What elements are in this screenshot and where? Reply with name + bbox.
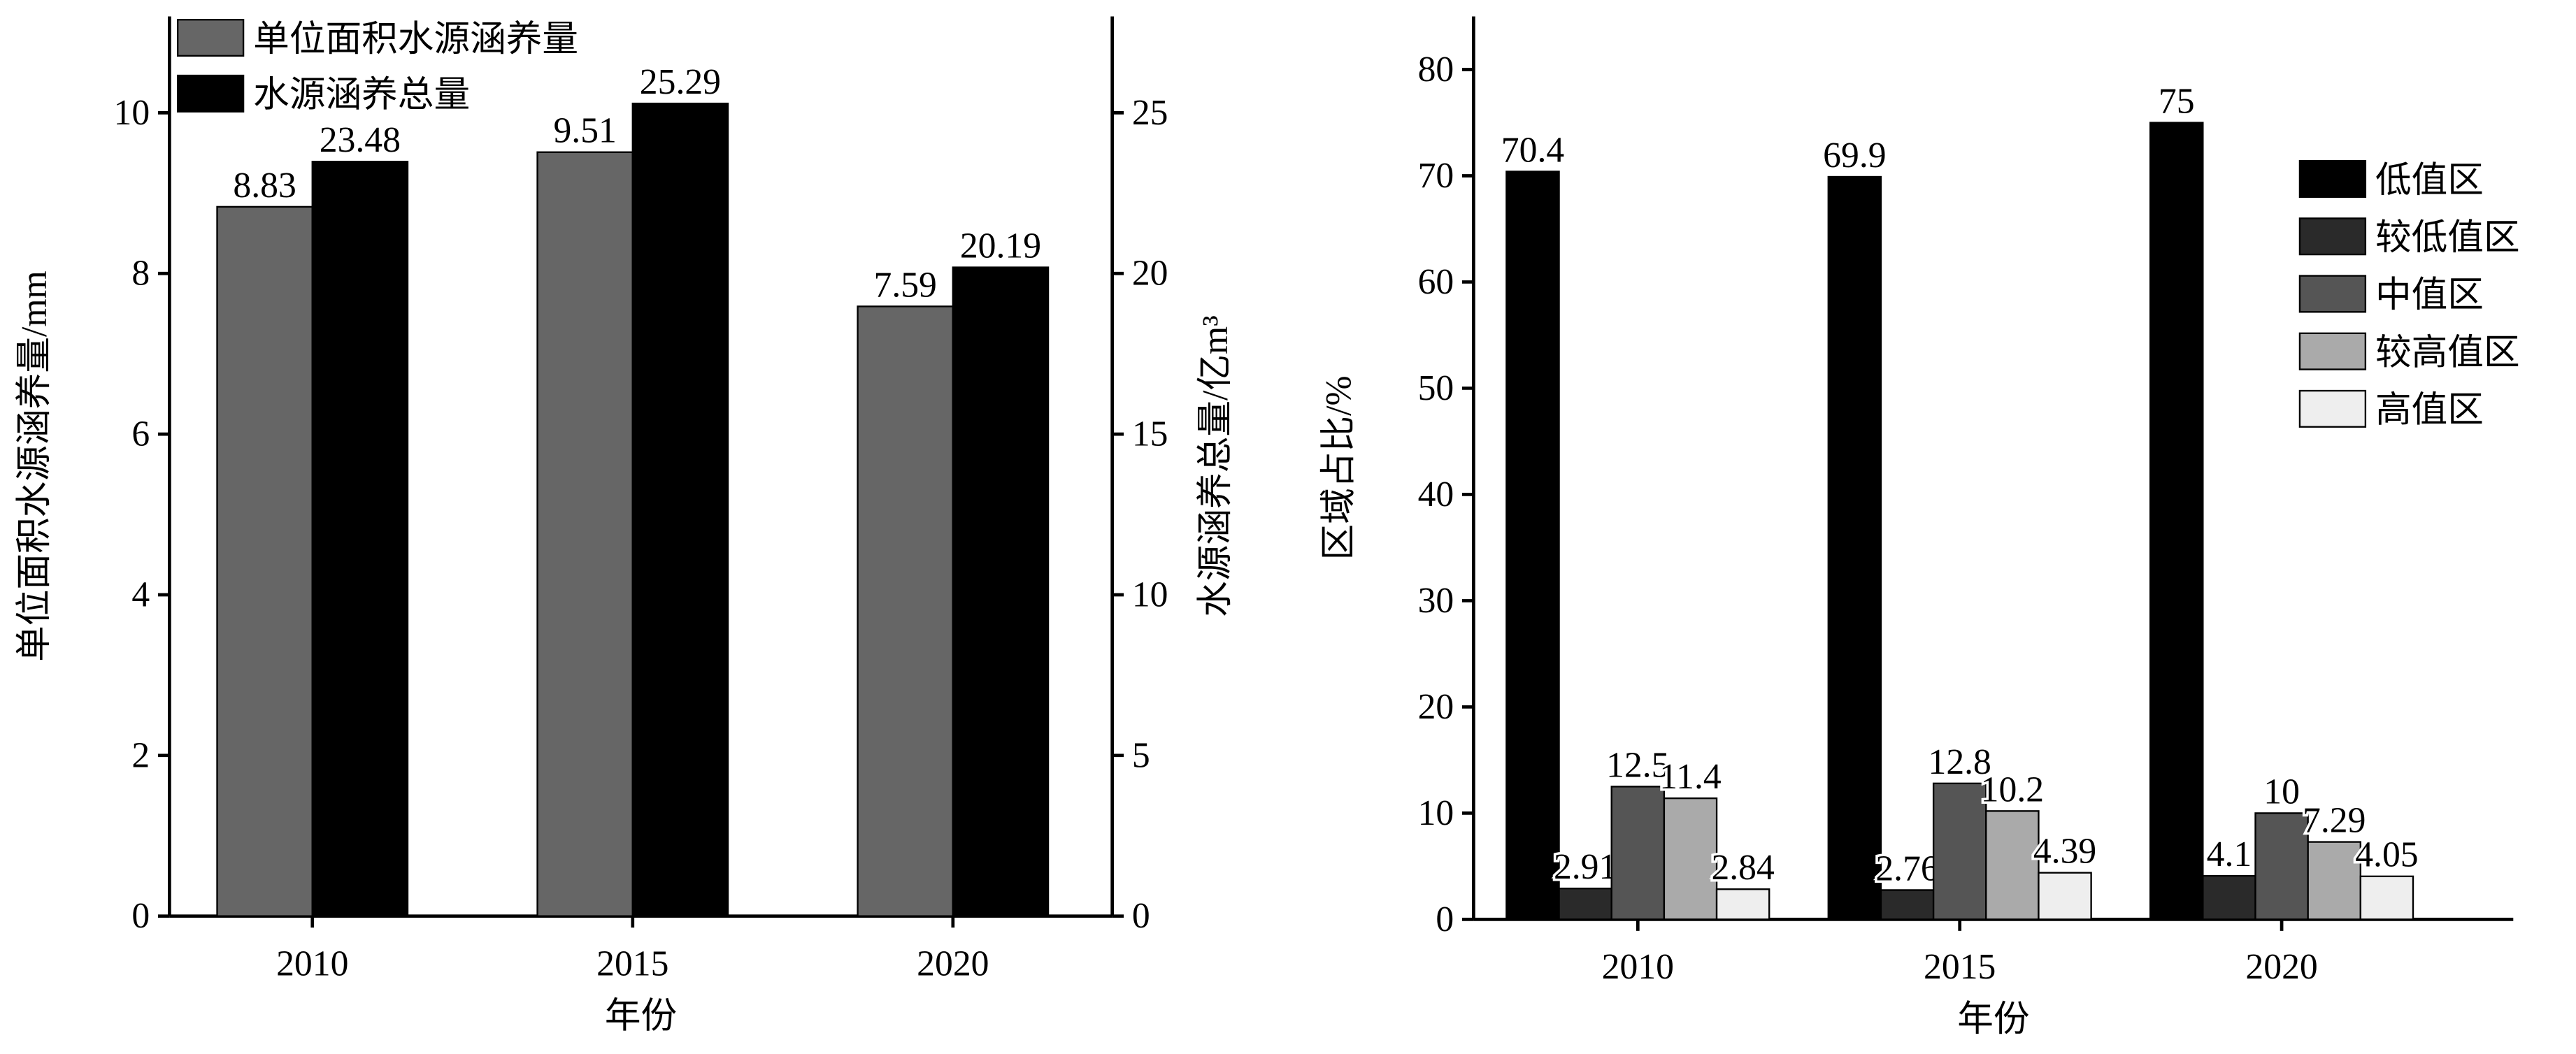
value-label: 2.76 (1875, 849, 1938, 888)
bar (2254, 812, 2309, 921)
x-axis-label: 年份 (1957, 999, 2029, 1039)
bar (1827, 175, 1882, 921)
y-tick-label: 2 (131, 735, 150, 775)
y-tick-label: 40 (1418, 475, 1454, 514)
legend-label: 低值区 (2375, 161, 2484, 201)
bar (631, 102, 729, 917)
bar (311, 161, 409, 917)
y-tick-label: 30 (1418, 581, 1454, 621)
bar (1715, 888, 1770, 921)
value-label: 69.9 (1823, 136, 1886, 175)
value-label: 4.39 (2033, 832, 2096, 872)
bar (1663, 797, 1718, 921)
value-label: 9.51 (553, 111, 616, 151)
y-tick-label: 70 (1418, 156, 1454, 196)
legend-label: 高值区 (2375, 391, 2484, 431)
value-label: 12.5 (1606, 745, 1669, 785)
y-tick-label: 0 (1436, 900, 1454, 939)
bar (2149, 122, 2204, 921)
value-label: 20.19 (960, 226, 1041, 266)
y2-axis-label: 水源涵养总量/亿m³ (1196, 315, 1236, 617)
y2-tick-label: 10 (1132, 575, 1168, 614)
y2-tick-label: 20 (1132, 254, 1168, 294)
y-tick-label: 0 (131, 896, 150, 936)
x-tick-label: 2010 (276, 944, 348, 983)
y-tick-label: 80 (1418, 50, 1454, 89)
x-tick-label: 2015 (596, 944, 668, 983)
y-tick-label: 6 (131, 414, 150, 454)
legend-label: 较低值区 (2375, 218, 2520, 258)
value-label: 11.4 (1659, 757, 1722, 797)
value-label: 4.05 (2355, 835, 2418, 875)
value-label: 70.4 (1501, 130, 1565, 170)
y-tick-label: 20 (1418, 687, 1454, 727)
value-label: 12.8 (1929, 742, 1991, 782)
y2-tick-label: 0 (1132, 896, 1150, 936)
value-label: 7.29 (2303, 800, 2366, 840)
legend-swatch (176, 19, 245, 57)
bar (536, 151, 634, 917)
legend-label: 较高值区 (2375, 333, 2520, 373)
legend-label: 中值区 (2375, 275, 2484, 315)
y-tick-label: 60 (1418, 262, 1454, 302)
value-label: 10 (2263, 772, 2300, 811)
bar (1880, 889, 1935, 921)
y2-tick-label: 25 (1132, 93, 1168, 133)
legend-swatch (2298, 275, 2367, 313)
legend-swatch (2298, 217, 2367, 256)
x-axis-label: 年份 (605, 996, 677, 1036)
value-label: 2.84 (1711, 848, 1775, 888)
x-tick-label: 2015 (1924, 947, 1996, 987)
value-label: 7.59 (874, 265, 937, 305)
legend-swatch (2298, 332, 2367, 370)
bar (857, 305, 954, 917)
value-label: 25.29 (640, 62, 721, 102)
value-label: 4.1 (2207, 835, 2252, 874)
legend-swatch (2298, 160, 2367, 198)
bar (1610, 786, 1666, 921)
bar (952, 266, 1050, 917)
value-label: 75 (2159, 81, 2195, 121)
bar (1558, 887, 1612, 921)
value-label: 23.48 (320, 120, 401, 160)
x-tick-label: 2020 (2245, 947, 2317, 987)
y-tick-label: 10 (1418, 793, 1454, 833)
y-tick-label: 8 (131, 254, 150, 294)
legend-label: 水源涵养总量 (253, 75, 470, 115)
x-tick-label: 2010 (1602, 947, 1674, 987)
bar (1932, 782, 1987, 921)
bar (216, 205, 313, 917)
legend-label: 单位面积水源涵养量 (253, 20, 578, 59)
legend-swatch (176, 74, 245, 113)
y2-tick-label: 5 (1132, 735, 1150, 775)
bar (2307, 841, 2362, 921)
bar (1985, 810, 2040, 921)
bar (2202, 874, 2256, 921)
value-label: 2.91 (1554, 847, 1617, 887)
bar (1505, 171, 1560, 921)
y-tick-label: 10 (114, 93, 150, 133)
legend-swatch (2298, 389, 2367, 428)
y-tick-label: 4 (131, 575, 150, 614)
value-label: 8.83 (233, 166, 296, 205)
y-axis-label: 区域占比/% (1319, 375, 1359, 560)
y-axis-label: 单位面积水源涵养量/mm (15, 270, 55, 662)
bar (2359, 875, 2414, 921)
y-tick-label: 50 (1418, 368, 1454, 408)
y2-tick-label: 15 (1132, 414, 1168, 454)
bar (2038, 872, 2092, 921)
value-label: 10.2 (1981, 770, 2044, 809)
x-tick-label: 2020 (917, 944, 989, 983)
